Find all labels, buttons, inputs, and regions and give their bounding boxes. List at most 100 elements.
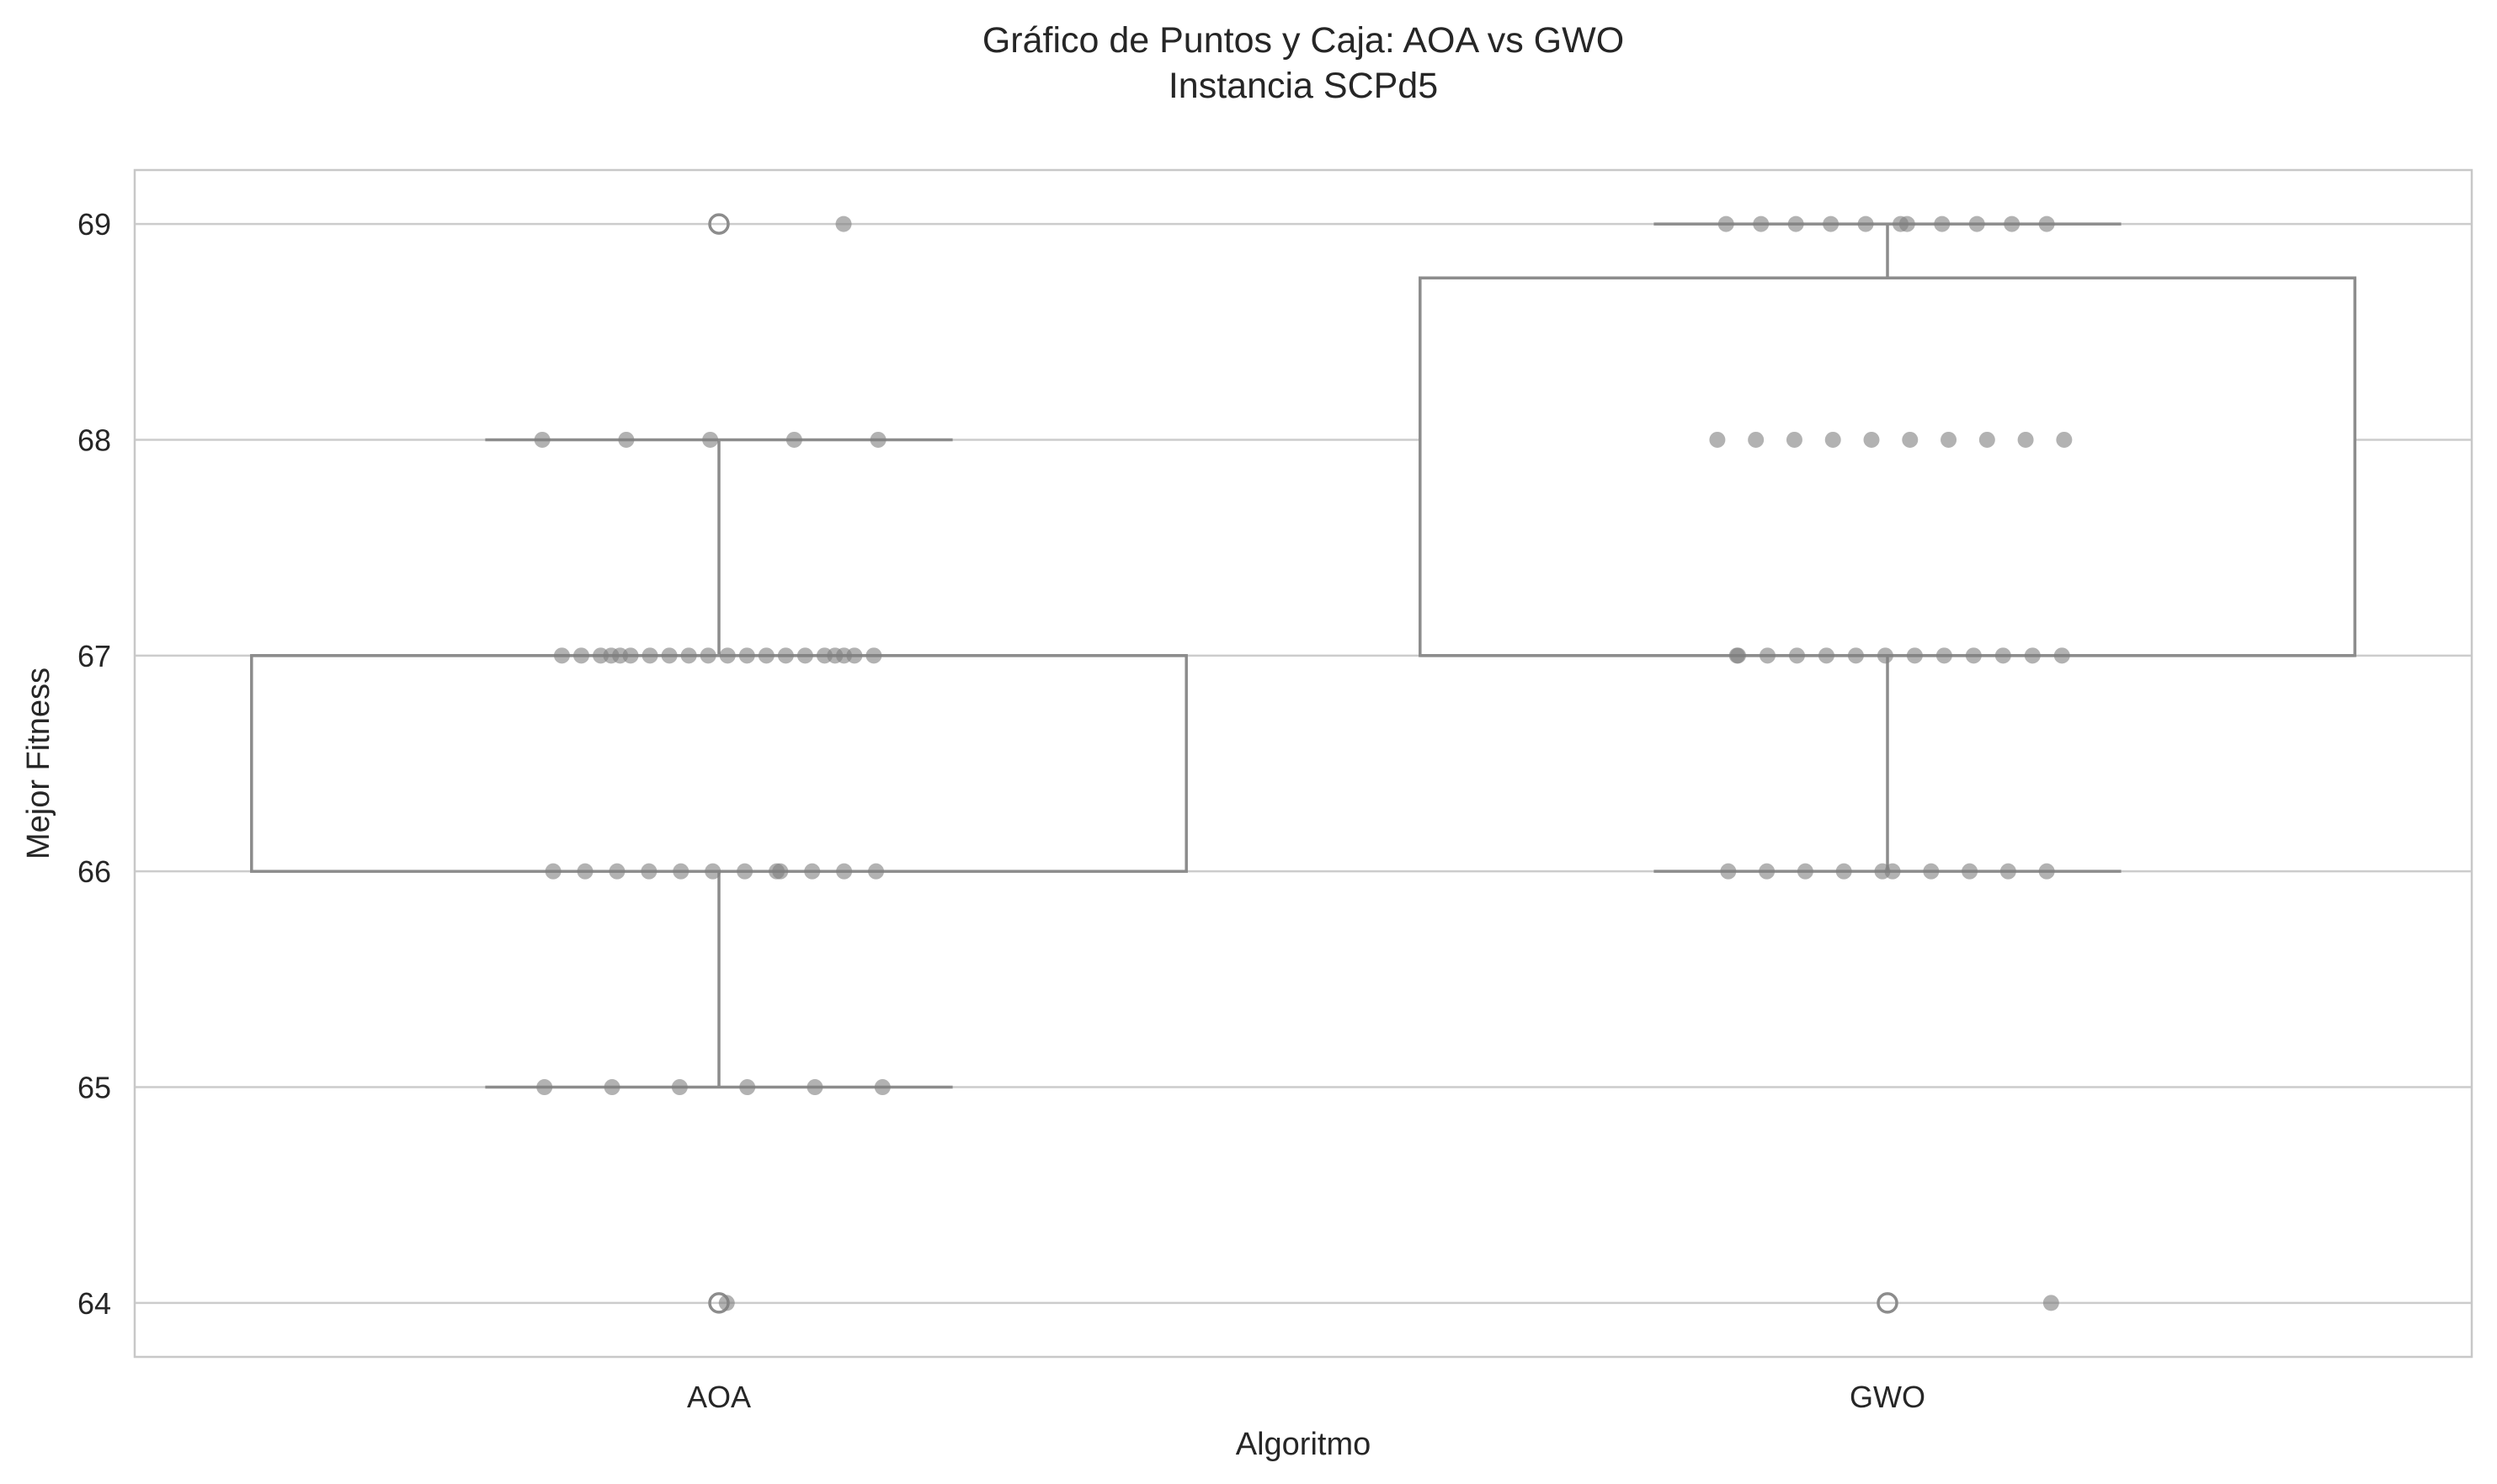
data-point xyxy=(865,647,882,664)
data-point xyxy=(1787,215,1804,232)
plot-frame xyxy=(133,168,2473,1359)
data-point xyxy=(1934,215,1951,232)
data-point xyxy=(868,863,885,880)
data-point xyxy=(2053,647,2070,664)
data-point xyxy=(1877,647,1893,664)
data-point xyxy=(2056,431,2073,448)
data-point xyxy=(1965,647,1982,664)
data-point xyxy=(622,647,639,664)
x-tick-label-aoa: AOA xyxy=(687,1380,751,1414)
data-point xyxy=(758,647,775,664)
data-point xyxy=(1968,215,1985,232)
data-point xyxy=(2038,863,2055,880)
data-point xyxy=(737,863,753,880)
data-point xyxy=(2024,647,2041,664)
y-tick-label: 64 xyxy=(77,1286,111,1321)
data-point xyxy=(1748,431,1765,448)
data-point xyxy=(609,863,626,880)
y-axis-ticks: 64 65 66 67 68 69 xyxy=(77,207,111,1321)
data-point xyxy=(870,431,886,448)
data-point xyxy=(777,647,794,664)
data-point xyxy=(2004,215,2020,232)
data-point xyxy=(1824,431,1841,448)
data-point xyxy=(1906,647,1923,664)
data-point xyxy=(1720,863,1737,880)
data-point xyxy=(671,1079,688,1096)
data-point xyxy=(785,431,802,448)
data-point xyxy=(1797,863,1813,880)
data-point xyxy=(673,863,689,880)
y-tick-label: 66 xyxy=(77,854,111,889)
data-point xyxy=(807,1079,823,1096)
data-point xyxy=(1999,863,2016,880)
data-point xyxy=(2038,215,2055,232)
data-point xyxy=(604,1079,620,1096)
y-tick-label: 69 xyxy=(77,207,111,242)
data-point xyxy=(1902,431,1919,448)
data-point xyxy=(1759,863,1776,880)
data-point xyxy=(545,863,562,880)
x-axis-label: Algoritmo xyxy=(1236,1427,1371,1462)
y-tick-label: 67 xyxy=(77,639,111,673)
box-iqr xyxy=(1419,276,2356,657)
y-tick-label: 65 xyxy=(77,1071,111,1105)
x-axis-ticks: AOA GWO xyxy=(687,1380,1925,1414)
data-point xyxy=(739,1079,756,1096)
data-point xyxy=(835,215,852,232)
data-point xyxy=(705,863,721,880)
data-point xyxy=(1788,647,1805,664)
data-point xyxy=(534,431,551,448)
data-point xyxy=(846,647,863,664)
data-point xyxy=(1994,647,2011,664)
data-point xyxy=(641,863,658,880)
data-point xyxy=(1759,647,1776,664)
box-aoa xyxy=(250,213,1188,1314)
data-point xyxy=(1941,431,1957,448)
outlier-marker xyxy=(708,213,730,235)
outlier-marker xyxy=(1877,1292,1898,1314)
data-point xyxy=(1730,647,1747,664)
data-point xyxy=(738,647,755,664)
data-point xyxy=(618,431,635,448)
data-point xyxy=(553,647,570,664)
x-tick-label-gwo: GWO xyxy=(1850,1380,1925,1414)
data-point xyxy=(700,647,716,664)
data-point xyxy=(1898,215,1915,232)
data-point xyxy=(702,431,719,448)
chart-title: Gráfico de Puntos y Caja: AOA vs GWO xyxy=(982,20,1624,61)
box-gwo xyxy=(1419,222,2356,1314)
data-point xyxy=(719,647,736,664)
boxes xyxy=(250,213,2356,1314)
data-point xyxy=(1857,215,1874,232)
data-point xyxy=(572,647,589,664)
data-point xyxy=(1753,215,1770,232)
data-point xyxy=(1709,431,1726,448)
strip-points xyxy=(534,215,2073,1311)
data-point xyxy=(1935,647,1952,664)
data-point xyxy=(874,1079,891,1096)
data-point xyxy=(661,647,678,664)
data-point xyxy=(603,647,620,664)
data-point xyxy=(536,1079,553,1096)
data-point xyxy=(836,863,853,880)
data-point xyxy=(1786,431,1802,448)
y-axis-label: Mejor Fitness xyxy=(21,668,56,859)
data-point xyxy=(827,647,844,664)
data-point xyxy=(680,647,697,664)
data-point xyxy=(1962,863,1978,880)
data-point xyxy=(1847,647,1864,664)
data-point xyxy=(796,647,813,664)
data-point xyxy=(1923,863,1940,880)
data-point xyxy=(1823,215,1839,232)
data-point xyxy=(1835,863,1852,880)
data-point xyxy=(1978,431,1995,448)
data-point xyxy=(1863,431,1880,448)
data-point xyxy=(718,1295,735,1311)
data-point xyxy=(577,863,594,880)
data-point xyxy=(804,863,821,880)
data-point xyxy=(1717,215,1734,232)
chart-subtitle: Instancia SCPd5 xyxy=(1169,66,1438,106)
box-iqr xyxy=(250,654,1188,873)
data-point xyxy=(772,863,789,880)
